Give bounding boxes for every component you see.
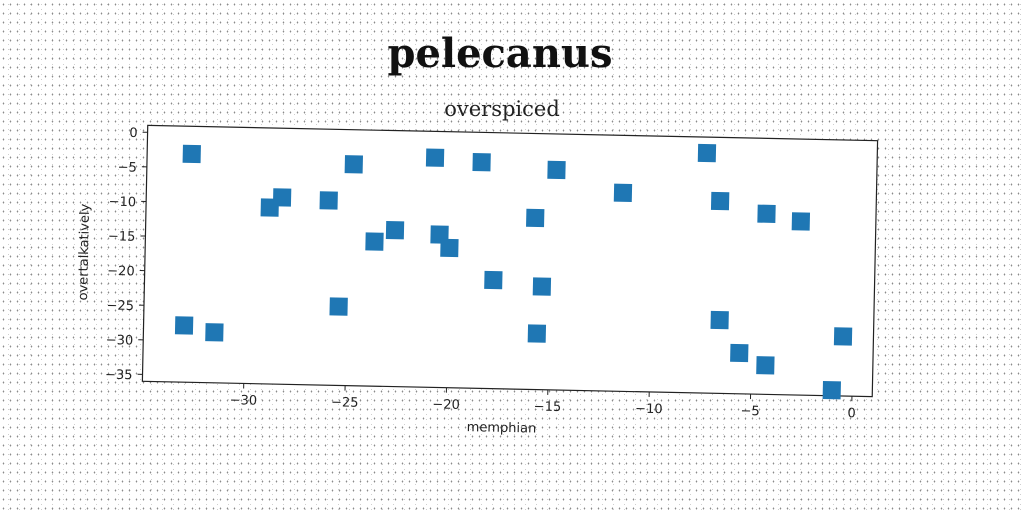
scatter-point xyxy=(174,316,194,335)
x-tick-label: −5 xyxy=(740,404,759,419)
x-axis-label: memphian xyxy=(467,420,537,436)
scatter-point xyxy=(730,343,749,363)
scatter-point xyxy=(833,327,853,346)
scatter-point xyxy=(425,148,445,167)
scatter-point xyxy=(822,381,841,400)
x-tick-label: −30 xyxy=(230,393,258,409)
scatter-point xyxy=(205,323,224,342)
scatter-point xyxy=(365,232,384,251)
scatter-point xyxy=(385,221,405,240)
page-title: pelecanus xyxy=(387,30,613,77)
x-tick-label: −10 xyxy=(635,402,663,418)
scatter-point xyxy=(472,152,491,172)
y-tick-label: −15 xyxy=(108,229,136,245)
x-tick-label: 0 xyxy=(847,406,856,421)
scatter-point xyxy=(526,208,545,228)
y-tick-label: −30 xyxy=(106,333,134,349)
scatter-point xyxy=(484,270,503,290)
scatter-point xyxy=(756,356,775,375)
scatter-point xyxy=(710,191,730,211)
y-axis-label: overtalkatively xyxy=(76,203,93,300)
y-tick-label: −20 xyxy=(107,264,135,280)
scatter-point xyxy=(532,277,552,296)
y-tick-label: −25 xyxy=(106,298,134,314)
scatter-point xyxy=(613,183,633,202)
y-tick-label: −10 xyxy=(109,195,137,211)
y-tick-label: −5 xyxy=(118,160,137,175)
scatter-markers xyxy=(174,143,853,400)
scatter-point xyxy=(757,204,776,223)
y-tick-label: −35 xyxy=(105,368,133,384)
scatter-point xyxy=(344,155,363,174)
scatter-point xyxy=(527,324,547,343)
scatter-point xyxy=(182,144,201,164)
x-tick-label: −25 xyxy=(331,395,359,411)
scatter-point xyxy=(710,310,729,330)
x-tick-label: −20 xyxy=(432,397,460,413)
scatter-point xyxy=(791,212,811,231)
y-axis: 0 −5 −10 −15 −20 −25 −30 −35 xyxy=(105,126,148,384)
scatter-point xyxy=(547,160,566,180)
scatter-point xyxy=(272,188,292,207)
x-axis: −30 −25 −20 −15 −10 −5 0 xyxy=(230,383,856,421)
scatter-point xyxy=(440,238,459,258)
chart-title: overspiced xyxy=(444,97,560,121)
plot-frame xyxy=(141,124,879,398)
y-tick-label: 0 xyxy=(129,126,138,141)
x-tick-label: −15 xyxy=(534,400,562,416)
scatter-point xyxy=(319,191,338,210)
scatter-point xyxy=(329,297,348,316)
scatter-point xyxy=(697,143,717,163)
plot-area: −30 −25 −20 −15 −10 −5 0 0 −5 −10 −15 −20 −25 −30 −35… xyxy=(76,124,879,437)
